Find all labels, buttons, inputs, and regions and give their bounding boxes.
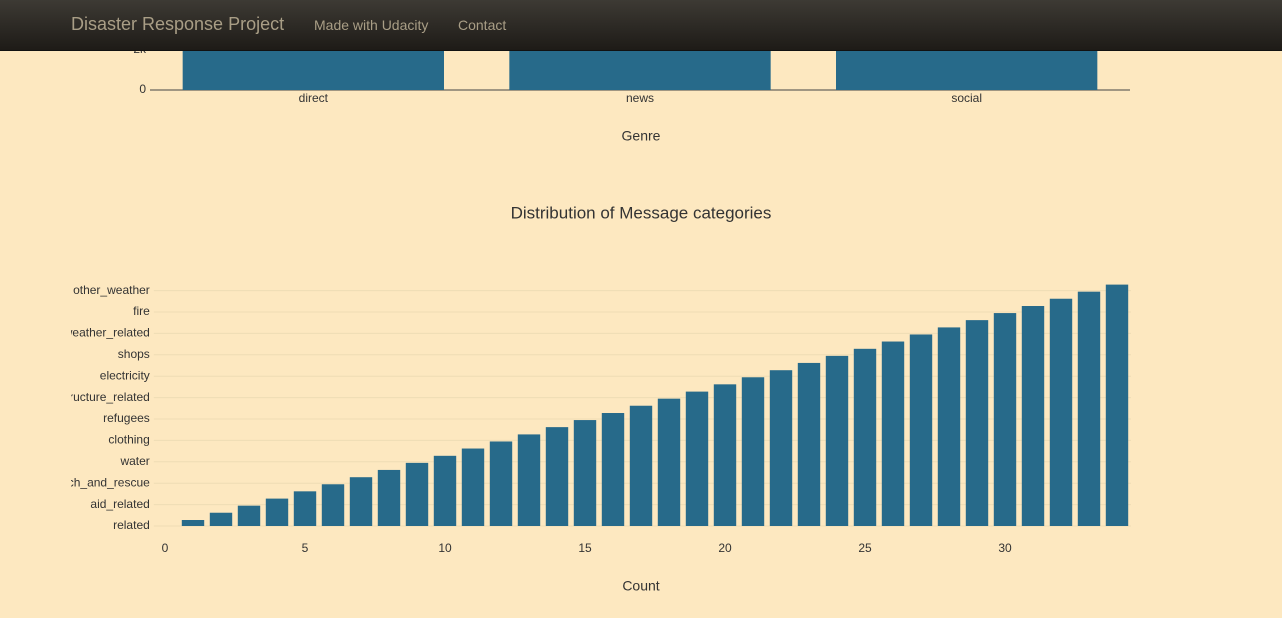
bar (433, 455, 457, 526)
bar (545, 427, 569, 526)
bar (993, 313, 1017, 526)
bar (1021, 306, 1045, 526)
x-tick-label: news (626, 91, 654, 105)
bar (881, 341, 905, 526)
bar (209, 512, 233, 526)
y-tick-label: refugees (103, 411, 150, 425)
x-axis-title: Genre (622, 128, 661, 144)
x-tick-label: 30 (998, 541, 1012, 555)
x-tick-label: 25 (858, 541, 872, 555)
y-tick-label: weather_related (63, 326, 150, 340)
x-tick-label: 10 (438, 541, 452, 555)
navbar: Disaster Response Project Made with Udac… (0, 0, 1282, 51)
bar (965, 320, 989, 526)
y-tick-label: search_and_rescue (44, 475, 150, 489)
x-tick-label: social (951, 91, 982, 105)
x-tick-label: 15 (578, 541, 592, 555)
bar (489, 441, 513, 526)
x-axis-title: Count (622, 578, 659, 594)
x-tick-label: 0 (162, 541, 169, 555)
y-tick-label: 0 (139, 82, 146, 96)
bar (517, 434, 541, 526)
bar (349, 477, 373, 526)
bar (685, 391, 709, 526)
x-tick-label: direct (299, 91, 329, 105)
bar (797, 362, 821, 526)
bar (1049, 298, 1073, 526)
bar (237, 505, 261, 526)
bar (853, 348, 877, 526)
y-tick-label: shops (118, 347, 150, 361)
y-tick-label: electricity (100, 368, 150, 382)
bar (1077, 291, 1101, 526)
nav-link[interactable]: Made with Udacity (314, 17, 429, 33)
bar (293, 491, 317, 526)
bar (405, 462, 429, 526)
bar (601, 413, 625, 526)
bar (825, 355, 849, 526)
nav-link[interactable]: Contact (458, 17, 507, 33)
bar (377, 469, 401, 526)
y-tick-label: fire (133, 304, 150, 318)
x-tick-label: 5 (302, 541, 309, 555)
bar (321, 484, 345, 526)
y-tick-label: aid_related (90, 497, 149, 511)
bar (1105, 284, 1129, 526)
bar (909, 334, 933, 526)
x-tick-label: 20 (718, 541, 732, 555)
brand[interactable]: Disaster Response Project (71, 14, 285, 34)
bar (741, 377, 765, 526)
bar (937, 327, 961, 526)
bar (657, 398, 681, 526)
bar (769, 370, 793, 526)
bar (713, 384, 737, 526)
y-tick-label: clothing (108, 433, 149, 447)
chart-title: Distribution of Message categories (511, 203, 772, 222)
bar (573, 420, 597, 526)
y-tick-label: related (113, 518, 150, 532)
y-tick-label: infrastructure_related (36, 390, 149, 404)
bar (629, 405, 653, 526)
y-tick-label: water (119, 454, 149, 468)
bar (265, 498, 289, 526)
y-tick-label: other_weather (73, 283, 150, 297)
bar (461, 448, 485, 526)
bar (181, 520, 205, 526)
